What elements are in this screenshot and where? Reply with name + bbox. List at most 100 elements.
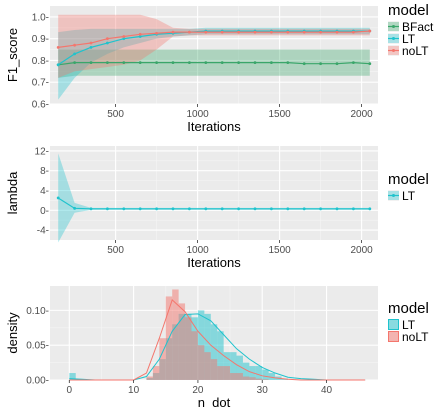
data-point-LT — [204, 207, 208, 211]
data-point-BFact — [368, 62, 372, 66]
x-axis-label: Iterations — [187, 119, 241, 134]
data-point-noLT — [319, 30, 322, 34]
histogram-bar — [268, 373, 276, 380]
y-tick-label: 0.00- — [26, 376, 49, 387]
data-point-noLT — [155, 31, 159, 35]
x-tick-label: 1500 — [268, 109, 291, 120]
series-line-LT — [57, 30, 370, 66]
y-axis-label: lambda — [5, 171, 20, 214]
data-point-LT — [302, 207, 306, 211]
y-tick-label: 0.10- — [26, 306, 49, 317]
data-point-LT — [171, 207, 175, 211]
y-tick-label: 0.7- — [32, 78, 49, 89]
legend-title: model — [388, 2, 429, 19]
data-point-LT — [138, 207, 142, 211]
legend-label: BFact — [402, 20, 434, 34]
legend-label: LT — [402, 189, 416, 203]
data-point-BFact — [286, 61, 290, 65]
histogram-bar — [69, 373, 76, 380]
legend-item: BFact — [388, 20, 434, 34]
x-axis-label: Iterations — [187, 255, 241, 270]
series-line-BFact — [58, 62, 370, 66]
y-tick-label: 12- — [35, 146, 49, 157]
data-point-BFact — [302, 62, 306, 66]
histogram-bar — [197, 345, 205, 380]
ribbon-LT — [58, 27, 370, 100]
data-point-BFact — [188, 61, 191, 65]
legend-label: noLT — [402, 44, 429, 58]
legend-title: model — [388, 300, 429, 317]
data-point-LT — [352, 207, 355, 211]
chart-panel-2: 500 1000 1500 2000 -4- 0- 4- 8- 12- Iterations lam… — [5, 146, 429, 270]
data-point-noLT — [204, 30, 208, 34]
data-point-LT — [89, 45, 93, 49]
legend-swatch — [388, 319, 399, 330]
histogram-bar — [262, 379, 269, 380]
data-point-BFact — [220, 61, 224, 65]
data-point-noLT — [73, 43, 76, 47]
data-point-BFact — [122, 61, 126, 65]
data-point-LT — [106, 41, 109, 45]
histogram-bar — [217, 331, 224, 380]
data-point-LT — [188, 207, 191, 211]
histogram-bar — [236, 373, 243, 380]
legend-item: noLT — [388, 330, 429, 344]
density-curve-noLT — [69, 299, 366, 381]
legend-title: model — [388, 171, 429, 188]
histogram-bar — [178, 303, 186, 380]
data-point-BFact — [237, 61, 241, 65]
data-point-LT — [237, 207, 241, 211]
plot-background — [50, 6, 378, 104]
x-axis-label: n_dot — [198, 395, 231, 408]
histogram-bar — [204, 352, 211, 380]
data-point-noLT — [138, 32, 142, 36]
data-point-noLT — [302, 30, 306, 34]
data-point-noLT — [237, 30, 241, 34]
legend-label: noLT — [402, 330, 429, 344]
y-tick-label: 4- — [40, 186, 49, 197]
data-point-LT — [220, 207, 224, 211]
y-tick-label: 0.6- — [32, 100, 49, 111]
y-tick-label: 1.0- — [32, 12, 49, 23]
histogram-bar — [172, 289, 179, 380]
plot-background — [50, 146, 378, 240]
chart-panel-3: 0 10 20 30 40 0.00- 0.05- 0.10- n_dot density mode… — [5, 286, 429, 408]
legend-item: LT — [388, 318, 416, 332]
histogram-bar — [217, 366, 224, 380]
data-point-LT — [106, 207, 109, 211]
histogram-bar — [210, 324, 218, 380]
ribbon-BFact — [58, 49, 370, 78]
data-point-LT — [73, 206, 76, 210]
data-point-LT — [155, 207, 159, 211]
data-point-LT — [122, 37, 126, 41]
chart-panel-1: 500 1000 1500 2000 0.6- 0.7- 0.8- 0.9- 1.0- Itera… — [5, 2, 434, 134]
x-tick-label: 2000 — [350, 109, 373, 120]
data-point-BFact — [319, 62, 322, 66]
y-axis-label: F1_score — [5, 28, 20, 82]
data-point-LT — [122, 207, 126, 211]
x-tick-label: 1500 — [268, 245, 291, 256]
histogram-bar — [204, 313, 211, 380]
legend-point-swatch — [392, 25, 395, 28]
x-tick-label: 1000 — [186, 109, 209, 120]
y-tick-label: 0.05- — [26, 341, 49, 352]
data-point-BFact — [352, 61, 355, 65]
x-tick-label: 500 — [107, 245, 124, 256]
x-tick-label: 2000 — [350, 245, 373, 256]
data-point-LT — [56, 63, 60, 67]
data-point-noLT — [368, 29, 372, 33]
data-point-LT — [56, 196, 60, 200]
data-point-BFact — [106, 61, 109, 65]
x-tick-label: 0 — [67, 385, 73, 396]
legend-point-swatch — [392, 194, 395, 197]
data-point-BFact — [155, 61, 159, 65]
data-point-noLT — [270, 30, 273, 34]
data-point-noLT — [89, 41, 93, 45]
y-tick-label: 8- — [40, 166, 49, 177]
legend-item: LT — [388, 189, 416, 203]
y-tick-label: 0.9- — [32, 34, 49, 45]
legend-swatch — [388, 331, 399, 342]
histogram-bar — [185, 317, 192, 380]
